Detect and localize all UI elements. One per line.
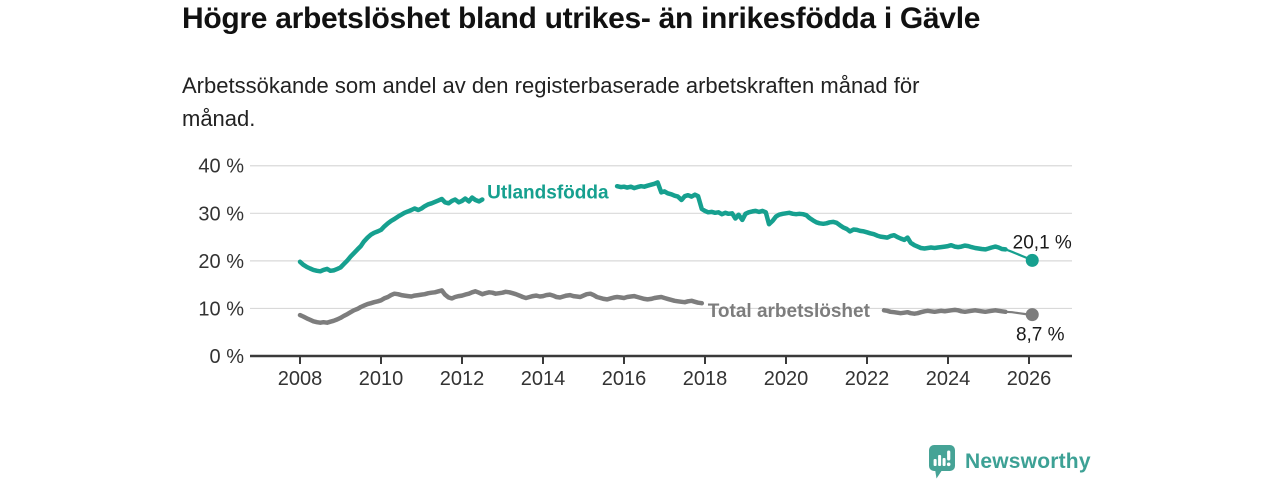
y-axis-tick-label: 0 % <box>210 346 245 368</box>
series-endpoint-dot <box>1025 308 1039 322</box>
subtitle-line-1: Arbetssökande som andel av den registerb… <box>182 73 920 98</box>
series-inline-label: Utlandsfödda <box>487 182 609 203</box>
logo-exclamation-bar <box>947 450 951 461</box>
x-axis-tick-label: 2014 <box>521 368 566 390</box>
series-final-value-label: 20,1 % <box>1013 232 1072 253</box>
y-axis-tick-label: 20 % <box>198 251 244 273</box>
logo-bar-2 <box>938 455 942 466</box>
x-axis-tick-label: 2026 <box>1007 368 1052 390</box>
logo-bubble-shape <box>929 445 955 479</box>
logo-bar-1 <box>933 459 937 466</box>
x-axis-tick-label: 2020 <box>764 368 809 390</box>
series-line-utlandsf-dda <box>614 180 1008 252</box>
logo-exclamation-dot <box>946 462 951 467</box>
series-line-utlandsf-dda <box>297 195 485 274</box>
subtitle-line-2: månad. <box>182 106 256 131</box>
x-axis-tick-label: 2022 <box>845 368 890 390</box>
x-axis-tick-label: 2010 <box>359 368 404 390</box>
page-subtitle: Arbetssökande som andel av den registerb… <box>182 69 919 135</box>
y-axis-tick-label: 30 % <box>198 203 244 225</box>
x-axis-tick-label: 2008 <box>278 368 323 390</box>
x-axis-tick-label: 2024 <box>926 368 971 390</box>
x-axis-tick-label: 2012 <box>440 368 485 390</box>
newsworthy-logo-text: Newsworthy <box>965 450 1091 473</box>
newsworthy-logo-icon <box>929 445 955 479</box>
newsworthy-logo[interactable]: Newsworthy <box>928 445 1091 479</box>
series-inline-label: Total arbetslöshet <box>708 301 871 322</box>
series-line-total-arbetsl-shet <box>297 288 705 325</box>
y-axis-tick-label: 10 % <box>198 298 244 320</box>
y-axis-tick-label: 40 % <box>198 156 244 178</box>
x-axis-tick-label: 2016 <box>602 368 647 390</box>
series-line-total-arbetsl-shet <box>881 307 1008 316</box>
logo-bar-3 <box>942 458 946 466</box>
x-axis-tick-label: 2018 <box>683 368 728 390</box>
page-title: Högre arbetslöshet bland utrikes- än inr… <box>182 2 981 35</box>
series-final-value-label: 8,7 % <box>1016 325 1065 346</box>
series-endpoint-dot <box>1025 253 1039 267</box>
